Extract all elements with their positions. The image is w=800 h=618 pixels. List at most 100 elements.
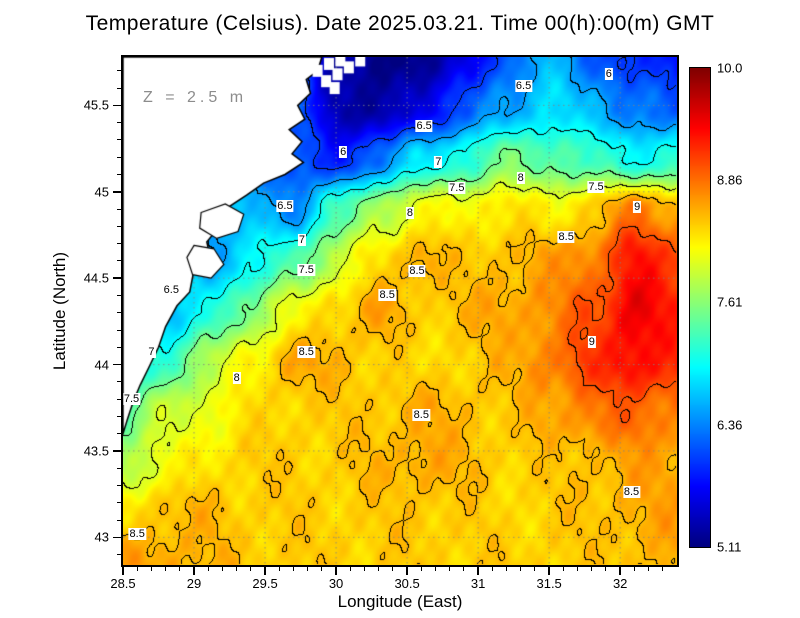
contour-label-7: 7 (297, 234, 307, 247)
y-minor-tick (117, 225, 121, 227)
contour-label-7.5: 7.5 (448, 182, 466, 195)
y-tick-label: 44 (94, 357, 109, 373)
y-tick-label: 44.5 (83, 270, 109, 286)
x-minor-tick (449, 567, 451, 571)
x-minor-tick (207, 567, 209, 571)
contour-label-6.5: 6.5 (276, 199, 294, 212)
contour-label-6: 6 (604, 68, 613, 81)
x-minor-tick (349, 567, 351, 571)
y-minor-tick (117, 346, 121, 348)
y-minor-tick (117, 70, 121, 72)
contour-label-6.5: 6.5 (162, 284, 180, 297)
x-minor-tick (534, 567, 536, 571)
x-minor-tick (648, 567, 650, 571)
contour-label-9: 9 (587, 336, 596, 349)
contour-label-8.5: 8.5 (408, 265, 426, 278)
y-tick-label: 45.5 (83, 97, 109, 113)
contour-label-6.5: 6.5 (514, 80, 533, 93)
y-tick-label: 43 (94, 529, 109, 545)
contour-label-8.5: 8.5 (622, 486, 641, 499)
contour-label-7.5: 7.5 (122, 393, 141, 406)
plot-area: Z = 2.5 m 6.5 6 6.5 6 7 8 7.5 7.5 9 6.5 8 7 8.5 7.5 8.… (121, 55, 679, 567)
x-minor-tick (605, 567, 607, 571)
x-minor-tick (250, 567, 252, 571)
y-minor-tick (117, 433, 121, 435)
y-major-tick (113, 536, 121, 539)
y-major-tick (113, 450, 121, 452)
contour-label-7.5: 7.5 (587, 180, 605, 193)
contour-label-8.5: 8.5 (297, 346, 315, 359)
x-major-tick (477, 567, 479, 575)
x-axis-label: Longitude (East) (337, 592, 463, 611)
x-minor-tick (562, 567, 564, 571)
x-minor-tick (136, 567, 138, 571)
x-minor-tick (491, 567, 493, 571)
y-minor-tick (117, 415, 121, 417)
y-minor-tick (117, 156, 121, 158)
x-minor-tick (506, 567, 508, 571)
y-minor-tick (117, 485, 121, 487)
y-major-tick (113, 191, 121, 193)
x-major-tick (548, 567, 550, 575)
colorbar-tick-label: 8.86 (717, 172, 743, 188)
x-minor-tick (420, 567, 422, 571)
y-axis-label: Latitude (North) (50, 251, 69, 371)
y-minor-tick (117, 329, 121, 331)
x-minor-tick (520, 567, 522, 571)
contour-label-8.5: 8.5 (378, 289, 396, 302)
x-minor-tick (165, 567, 167, 571)
y-tick-label: 45 (94, 184, 109, 200)
x-minor-tick (591, 567, 593, 571)
colorbar (689, 67, 711, 548)
y-minor-tick (117, 467, 121, 469)
y-minor-tick (117, 87, 121, 89)
y-minor-tick (117, 294, 121, 296)
y-tick-label: 43.5 (83, 443, 109, 459)
x-tick-label: 30.5 (394, 576, 420, 591)
contour-label-8.5: 8.5 (557, 230, 575, 243)
x-tick-label: 29.5 (252, 576, 278, 591)
y-major-tick (113, 104, 121, 107)
y-minor-tick (117, 243, 121, 245)
x-tick-label: 29 (186, 576, 202, 591)
y-minor-tick (117, 173, 121, 175)
colorbar-gradient-canvas (690, 68, 710, 547)
colorbar-tick-label: 7.61 (717, 294, 743, 310)
contour-label-9: 9 (633, 201, 642, 214)
x-minor-tick (363, 567, 365, 571)
y-minor-tick (117, 208, 121, 210)
x-tick-label: 31 (470, 576, 486, 591)
x-major-tick (193, 567, 195, 575)
y-minor-tick (117, 260, 121, 262)
x-minor-tick (378, 567, 380, 571)
contour-label-6: 6 (339, 146, 348, 159)
y-minor-tick (117, 139, 121, 141)
colorbar-tick-label: 5.11 (717, 539, 742, 555)
x-minor-tick (150, 567, 152, 571)
x-minor-tick (435, 567, 436, 571)
x-major-tick (335, 567, 337, 575)
x-major-tick (406, 567, 408, 575)
contour-label-8.5: 8.5 (128, 527, 146, 540)
x-minor-tick (221, 567, 223, 571)
x-minor-tick (577, 567, 579, 571)
x-tick-label: 28.5 (110, 576, 136, 591)
y-major-tick (113, 277, 121, 279)
contour-label-8.5: 8.5 (412, 408, 430, 421)
x-minor-tick (463, 567, 465, 571)
x-minor-tick (633, 567, 635, 571)
x-minor-tick (662, 567, 664, 571)
y-major-tick (113, 363, 121, 366)
contour-label-6.5: 6.5 (415, 120, 433, 133)
colorbar-tick-label: 6.36 (717, 417, 743, 433)
x-major-tick (122, 567, 124, 575)
x-minor-tick (307, 567, 309, 571)
contour-label-7.5: 7.5 (297, 263, 315, 276)
y-minor-tick (117, 554, 121, 556)
x-minor-tick (236, 567, 238, 571)
temperature-field-canvas (123, 57, 677, 565)
y-minor-tick (117, 381, 121, 383)
contour-label-8: 8 (516, 171, 525, 184)
y-minor-tick (117, 312, 121, 314)
